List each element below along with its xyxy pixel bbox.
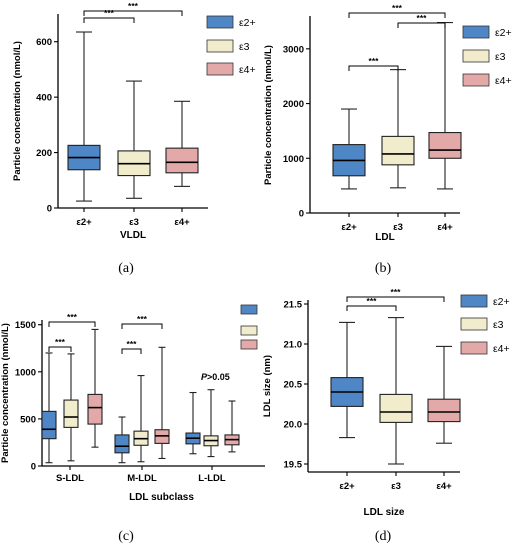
legend-swatch-e4 — [460, 341, 488, 355]
significance-label: *** — [104, 8, 115, 18]
significance-label: *** — [127, 339, 138, 349]
significance-bracket — [348, 65, 399, 71]
legend-label: ε4+ — [495, 75, 512, 87]
legend-swatch-e4 — [240, 339, 258, 350]
panel-label: (c) — [118, 529, 134, 544]
y-tick-label: 1000 — [15, 367, 36, 378]
x-tick-label: L-LDL — [198, 473, 226, 484]
y-tick-label: 400 — [36, 93, 52, 104]
x-tick-label: ε2+ — [76, 217, 92, 228]
box-e2 — [41, 410, 57, 440]
box-e4 — [165, 147, 199, 174]
x-axis-label: LDL subclass — [129, 492, 194, 503]
significance-bracket — [348, 12, 446, 18]
significance-bracket — [346, 296, 445, 302]
x-tick-label: M-LDL — [127, 473, 157, 484]
y-tick-label: 600 — [36, 37, 52, 48]
y-axis-label: Particle concentration (nmol/L) — [0, 323, 11, 463]
legend-label: ε3 — [495, 51, 506, 63]
significance-label: *** — [67, 312, 78, 322]
legend-label: ε2+ — [239, 17, 256, 29]
significance-label: *** — [128, 1, 139, 11]
y-tick-label: 0 — [47, 204, 52, 215]
legend-label: ε2+ — [495, 27, 512, 39]
x-tick-label: ε3 — [391, 481, 401, 492]
x-tick-label: ε4+ — [437, 222, 453, 233]
x-tick-label: ε2+ — [341, 222, 357, 233]
legend-label: ε3 — [493, 319, 504, 331]
legend-label: ε3 — [239, 41, 250, 53]
y-tick-label: 500 — [20, 414, 36, 425]
box-e2 — [114, 434, 130, 454]
x-tick-label: ε4+ — [174, 217, 190, 228]
significance-label: *** — [392, 3, 403, 13]
panel-label: (d) — [375, 529, 392, 544]
significance-label: *** — [369, 56, 380, 66]
p-value-annotation: P>0.05 — [201, 372, 230, 382]
y-tick-label: 3000 — [283, 44, 304, 55]
box-e3 — [379, 393, 413, 423]
significance-label: *** — [55, 337, 66, 347]
y-tick-label: 200 — [36, 148, 52, 159]
chart-panel-3: 0 500 1000 1500 Particle concentration (nmol… — [0, 304, 265, 544]
legend-swatch-e4 — [206, 62, 234, 76]
significance-label: *** — [417, 13, 428, 23]
y-tick-label: 21.0 — [284, 340, 303, 351]
x-axis-label: LDL — [375, 232, 394, 243]
legend-swatch-e2 — [206, 15, 234, 29]
y-tick-label: 2000 — [283, 99, 304, 110]
significance-bracket — [397, 22, 446, 28]
significance-bracket — [83, 17, 135, 23]
x-tick-label: ε3 — [129, 217, 139, 228]
y-axis-label: LDL size (nm) — [262, 355, 273, 417]
chart-panel-4: 19.5 20.0 20.5 21.0 21.5 LDL size (nm) LDL siz… — [262, 287, 510, 544]
significance-bracket — [121, 348, 142, 354]
x-axis-label: LDL size — [364, 507, 405, 518]
y-tick-label: 0 — [31, 462, 36, 473]
significance-bracket — [83, 10, 183, 16]
significance-bracket — [121, 323, 163, 329]
chart-panel-2: 0 1000 2000 3000 Particle concentration (nmo… — [263, 3, 512, 276]
panel-label: (a) — [118, 261, 134, 276]
x-tick-label: S-LDL — [56, 473, 84, 484]
y-tick-label: 20.5 — [284, 380, 303, 391]
legend-swatch-e3 — [462, 49, 490, 63]
x-axis-label: VLDL — [120, 230, 146, 241]
significance-bracket — [48, 346, 72, 352]
significance-label: *** — [137, 314, 148, 324]
x-tick-label: ε3 — [393, 222, 403, 233]
y-tick-label: 0 — [299, 209, 304, 220]
legend-label: ε4+ — [493, 343, 510, 355]
chart-panel-1: 0 200 400 600 Particle concentration (nmol/L… — [12, 1, 256, 276]
box-e3 — [381, 135, 415, 166]
legend-swatch-e3 — [206, 39, 234, 53]
legend-label: ε4+ — [239, 64, 256, 76]
legend-swatch-e2 — [460, 294, 488, 308]
y-axis-label: Particle concentration (nmol/L) — [263, 45, 274, 185]
legend-swatch-e2 — [240, 304, 258, 315]
legend-swatch-e4 — [462, 73, 490, 87]
legend-swatch-e3 — [240, 325, 258, 336]
significance-label: *** — [367, 296, 378, 306]
y-tick-label: 1500 — [15, 320, 36, 331]
significance-bracket — [346, 305, 397, 311]
box-e4 — [428, 132, 462, 159]
box-e3 — [63, 399, 79, 428]
x-tick-label: ε2+ — [339, 481, 355, 492]
y-tick-label: 21.5 — [284, 300, 303, 311]
x-tick-label: ε4+ — [436, 481, 452, 492]
y-axis-label: Particle concentration (nmol/L) — [12, 41, 23, 181]
box-e4 — [427, 398, 461, 423]
panel-label: (b) — [375, 261, 392, 276]
legend-swatch-e3 — [460, 317, 488, 331]
y-tick-label: 19.5 — [284, 460, 303, 471]
y-tick-label: 1000 — [283, 154, 304, 165]
box-e4 — [87, 393, 103, 425]
y-tick-label: 20.0 — [284, 420, 303, 431]
significance-bracket — [48, 321, 96, 327]
significance-label: *** — [391, 287, 402, 297]
legend-label: ε2+ — [493, 296, 510, 308]
legend-swatch-e2 — [462, 25, 490, 39]
